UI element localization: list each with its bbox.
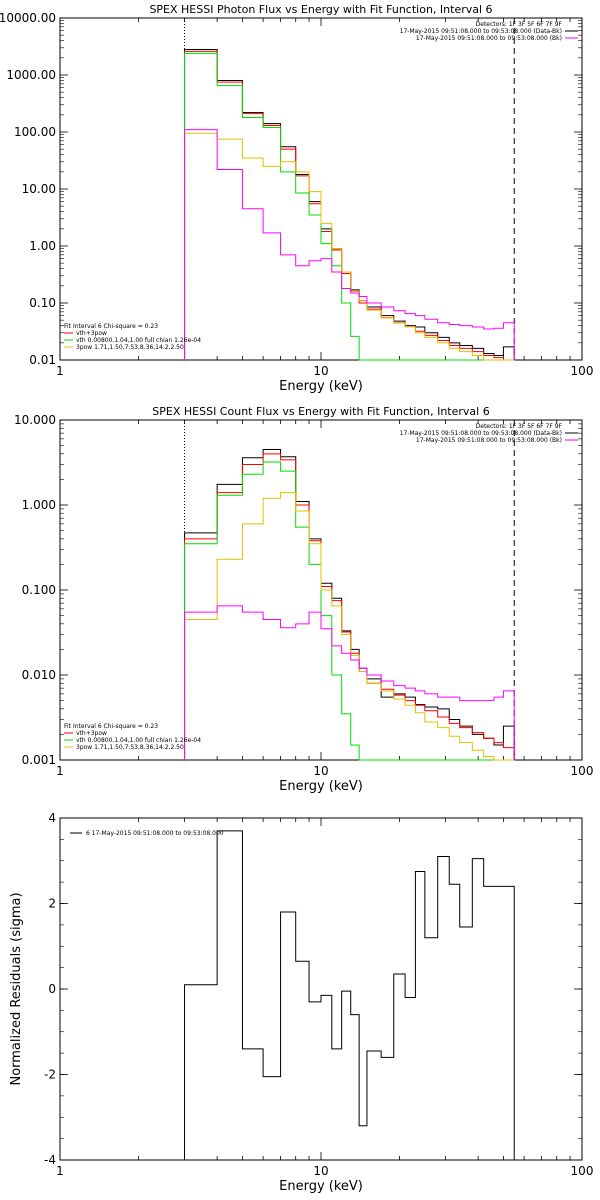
x-tick-label: 10 (313, 1164, 328, 1178)
chart-title: SPEX HESSI Photon Flux vs Energy with Fi… (149, 3, 492, 16)
y-tick-label: 0.010 (22, 668, 56, 682)
y-tick-label: 4 (48, 811, 56, 825)
series-line-1 (184, 49, 515, 360)
series-line-3 (184, 52, 515, 361)
series-line-5 (184, 129, 515, 360)
legend-entry: 6 17-May-2015 09:51:08.000 to 09:53:08.0… (86, 830, 224, 837)
y-axis-label: Normalized Residuals (sigma) (9, 892, 24, 1085)
y-tick-label: 10000.00 (0, 11, 56, 25)
legend-top-entry: 17-May-2015 09:51:08.000 to 09:53:08.000… (416, 437, 562, 444)
y-tick-label: 0.100 (22, 583, 56, 597)
legend-bottom-entry: Fit Interval 6 Chi-square = 0.23 (64, 723, 158, 730)
legend-bottom-entry: vth+3pow (76, 330, 107, 337)
y-tick-label: -2 (44, 1068, 56, 1082)
legend-bottom-entry: vth+3pow (76, 730, 107, 737)
plot-frame (59, 817, 583, 1161)
x-tick-label: 100 (571, 764, 594, 778)
x-tick-label: 1 (56, 364, 64, 378)
x-tick-label: 10 (313, 764, 328, 778)
chart-panel-2 (59, 419, 583, 761)
legend-bottom-entry: vth 0.00800,1.04,1.00 full chian 1.26e-0… (76, 737, 201, 744)
y-tick-label: 1.000 (22, 498, 56, 512)
legend-bottom-entry: 3pow 1.71,1.50,7.53,8.36,14.2,2.50 (76, 344, 184, 351)
y-tick-label: 100.00 (14, 125, 56, 139)
legend-top-entry: Detectors: 1F 3F 5F 6F 7F 9F (476, 423, 563, 430)
chart-panel-1 (59, 17, 583, 361)
y-tick-label: 0 (48, 982, 56, 996)
legend-top-entry: 17-May-2015 09:51:08.000 to 09:53:08.000… (400, 28, 562, 35)
y-tick-label: 2 (48, 897, 56, 911)
legend-bottom-entry: 3pow 1.71,1.50,7.53,8.36,14.2,2.50 (76, 744, 184, 751)
legend-top-entry: Detectors: 1F 3F 5F 6F 7F 9F (476, 21, 563, 28)
y-tick-label: 0.01 (29, 353, 56, 367)
x-tick-label: 100 (571, 1164, 594, 1178)
y-tick-label: 1.00 (29, 239, 56, 253)
series-line-3 (184, 461, 515, 761)
legend-bottom-entry: vth 0.00800,1.04,1.00 full chian 1.26e-0… (76, 337, 201, 344)
y-tick-label: 0.001 (22, 753, 56, 767)
y-tick-label: 1000.00 (6, 68, 56, 82)
series-line-4 (184, 492, 515, 761)
series-line-1 (184, 830, 515, 1160)
x-axis-label: Energy (keV) (279, 379, 363, 394)
x-tick-label: 1 (56, 1164, 64, 1178)
legend-top-entry: 17-May-2015 09:51:08.000 to 09:53:08.000… (416, 35, 562, 42)
x-axis-label: Energy (keV) (279, 779, 363, 794)
chart-panel-3 (59, 817, 583, 1161)
y-tick-label: 10.000 (14, 413, 56, 427)
x-axis-label: Energy (keV) (279, 1179, 363, 1194)
series-line-5 (184, 605, 515, 760)
x-tick-label: 10 (313, 364, 328, 378)
legend-top-entry: 17-May-2015 09:51:08.000 to 09:53:08.000… (400, 430, 562, 437)
y-tick-label: 0.10 (29, 296, 56, 310)
chart-title: SPEX HESSI Count Flux vs Energy with Fit… (152, 405, 489, 418)
y-tick-label: -4 (44, 1153, 56, 1167)
y-tick-label: 10.00 (22, 182, 56, 196)
x-tick-label: 100 (571, 364, 594, 378)
series-line-2 (184, 50, 515, 361)
x-tick-label: 1 (56, 764, 64, 778)
plot-frame (59, 17, 583, 361)
legend-bottom-entry: Fit Interval 6 Chi-square = 0.23 (64, 323, 158, 330)
